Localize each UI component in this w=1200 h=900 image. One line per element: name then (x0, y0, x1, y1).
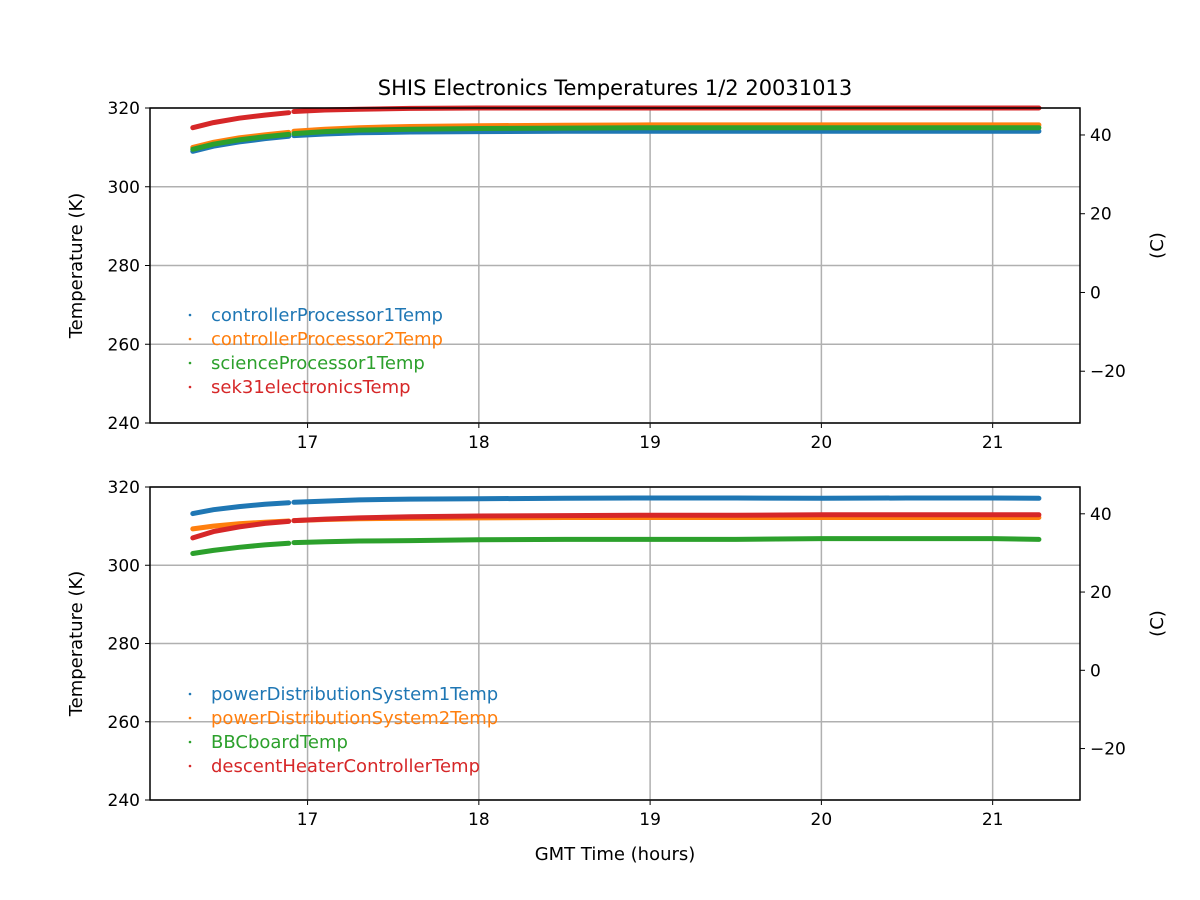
legend-label: sek31electronicsTemp (211, 377, 411, 398)
x-tick-label: 20 (811, 433, 833, 453)
series-scienceProcessor1Temp (190, 131, 292, 152)
legend-label: controllerProcessor1Temp (211, 305, 443, 326)
legend-marker (188, 361, 192, 365)
x-tick-label: 17 (297, 433, 319, 453)
y-tick-label: 320 (108, 478, 140, 498)
series-powerDistributionSystem1Temp (291, 495, 1042, 505)
legend-label: powerDistributionSystem1Temp (211, 684, 498, 705)
top-panel: 17 18 19 20 21 240 260 280 300 320 −20 0 20 40 control… (66, 99, 1168, 453)
y-tick-label: 240 (108, 791, 140, 811)
y-tick-label: 300 (108, 556, 140, 576)
x-tick-label: 17 (297, 810, 319, 830)
x-tick-label: 19 (639, 810, 661, 830)
legend-label: BBCboardTemp (211, 732, 348, 753)
series-controllerProcessor1Temp (291, 128, 1042, 139)
x-tick-label: 21 (982, 810, 1004, 830)
series-descentHeaterControllerTemp (291, 512, 1042, 524)
series-powerDistributionSystem1Temp (190, 500, 292, 517)
legend-marker (188, 385, 192, 389)
legend-label: powerDistributionSystem2Temp (211, 708, 498, 729)
y-right-axis-label: (C) (1147, 232, 1168, 259)
y-tick-label: 260 (108, 713, 140, 733)
x-tick-label: 21 (982, 433, 1004, 453)
y-axis-label: Temperature (K) (66, 571, 87, 718)
legend-marker (188, 313, 192, 317)
legend-label: controllerProcessor2Temp (211, 329, 443, 350)
y-tick-label: 320 (108, 99, 140, 119)
legend-marker (188, 764, 192, 768)
y-right-tick-label: −20 (1090, 740, 1126, 760)
y-tick-label: 280 (108, 635, 140, 655)
legend-marker (188, 740, 192, 744)
chart-title: SHIS Electronics Temperatures 1/2 200310… (378, 76, 852, 100)
y-tick-label: 300 (108, 178, 140, 198)
axes-frame (149, 486, 1081, 801)
x-tick-label: 18 (468, 810, 490, 830)
axes-frame (149, 107, 1081, 424)
x-tick-label: 20 (811, 810, 833, 830)
legend-marker (188, 692, 192, 696)
y-axis-label: Temperature (K) (66, 193, 87, 340)
series-scienceProcessor1Temp (291, 125, 1042, 137)
y-right-tick-label: 40 (1090, 126, 1112, 146)
series-BBCboardTemp (291, 536, 1042, 546)
series-descentHeaterControllerTemp (190, 518, 292, 541)
y-right-tick-label: 20 (1090, 583, 1112, 603)
legend-label: descentHeaterControllerTemp (211, 756, 480, 777)
bottom-panel: 17 18 19 20 21 240 260 280 300 320 −20 0 20 40 powerDi… (66, 478, 1168, 830)
x-tick-label: 18 (468, 433, 490, 453)
x-axis-label: GMT Time (hours) (535, 844, 696, 865)
series-sek31electronicsTemp (190, 110, 292, 131)
legend-marker (188, 716, 192, 720)
y-tick-label: 280 (108, 257, 140, 277)
legend-marker (188, 337, 192, 341)
y-right-tick-label: 40 (1090, 505, 1112, 525)
y-right-axis-label: (C) (1147, 610, 1168, 637)
y-right-tick-label: −20 (1090, 362, 1126, 382)
legend-label: scienceProcessor1Temp (211, 353, 425, 374)
x-tick-label: 19 (639, 433, 661, 453)
series-BBCboardTemp (190, 540, 292, 556)
y-right-tick-label: 20 (1090, 205, 1112, 225)
y-tick-label: 240 (108, 414, 140, 434)
y-right-tick-label: 0 (1090, 283, 1101, 303)
y-right-tick-label: 0 (1090, 661, 1101, 681)
y-tick-label: 260 (108, 335, 140, 355)
